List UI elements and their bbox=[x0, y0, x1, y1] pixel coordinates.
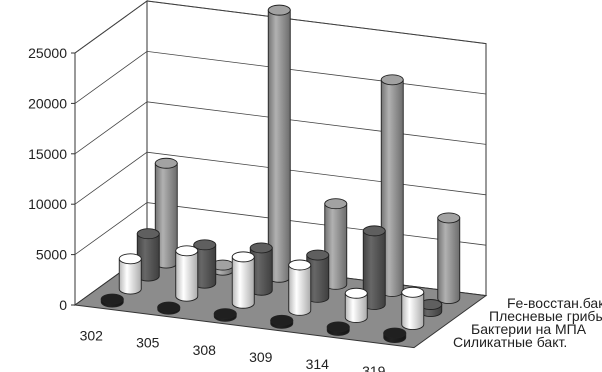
bar bbox=[157, 301, 181, 315]
bar bbox=[401, 286, 425, 330]
x-tick-label: 302 bbox=[80, 328, 104, 344]
bar bbox=[362, 225, 386, 310]
x-tick-label: 308 bbox=[193, 342, 217, 358]
bar-body bbox=[401, 291, 425, 330]
bar-top bbox=[193, 239, 217, 251]
bar bbox=[267, 4, 291, 283]
y-tick-label: 25000 bbox=[28, 45, 67, 61]
bar-body bbox=[267, 9, 291, 283]
bar-top bbox=[249, 242, 273, 254]
bar bbox=[213, 308, 237, 322]
bar bbox=[437, 212, 461, 304]
x-tick-label: 305 bbox=[136, 335, 160, 351]
series-label: Плесневые грибы bbox=[489, 308, 602, 324]
bar-body bbox=[344, 292, 368, 323]
bar bbox=[249, 242, 273, 296]
bar-top bbox=[267, 4, 291, 16]
bar bbox=[344, 287, 368, 323]
chart-bars bbox=[100, 4, 461, 343]
bar-top bbox=[175, 245, 199, 257]
bar-top bbox=[401, 286, 425, 298]
bar-body bbox=[175, 250, 199, 302]
x-tick-label: 314 bbox=[306, 356, 330, 372]
bar-top bbox=[326, 321, 350, 333]
bar bbox=[175, 245, 199, 302]
bar-top bbox=[100, 293, 124, 305]
chart-labels: 0 5000 10000 15000 20000 25000 302 305 308 309 314… bbox=[28, 45, 602, 372]
bar bbox=[288, 259, 312, 316]
bar-body bbox=[288, 264, 312, 316]
x-tick-label: 319 bbox=[362, 363, 386, 372]
bar-top bbox=[118, 253, 142, 265]
bar bbox=[324, 198, 348, 290]
y-tick-label: 15000 bbox=[28, 146, 67, 162]
bar-top bbox=[288, 259, 312, 271]
series-label: Бактерии на МПА bbox=[471, 321, 587, 337]
bar-top bbox=[154, 157, 178, 169]
bar-top bbox=[157, 301, 181, 313]
bar-top bbox=[324, 198, 348, 210]
gridline bbox=[74, 0, 487, 54]
bar bbox=[383, 327, 407, 343]
bar-top bbox=[306, 249, 330, 261]
y-tick-label: 0 bbox=[59, 297, 67, 313]
gridline bbox=[74, 50, 487, 104]
bar bbox=[118, 253, 142, 295]
bar bbox=[100, 293, 124, 308]
bar-top bbox=[383, 327, 407, 339]
y-tick-label: 5000 bbox=[36, 247, 67, 263]
bar-top bbox=[437, 212, 461, 224]
y-tick-label: 10000 bbox=[28, 196, 67, 212]
bar bbox=[270, 314, 294, 329]
bar-body bbox=[118, 258, 142, 295]
bar-body bbox=[437, 217, 461, 304]
bar bbox=[231, 251, 255, 309]
bar-top bbox=[213, 308, 237, 320]
bar-top bbox=[136, 228, 160, 240]
series-label: Силикатные бакт. bbox=[453, 334, 567, 350]
bar bbox=[419, 299, 443, 317]
bar-top bbox=[362, 225, 386, 237]
y-tick-label: 20000 bbox=[28, 95, 67, 111]
bar-top bbox=[380, 74, 404, 86]
bar bbox=[326, 321, 350, 336]
bar-top bbox=[231, 251, 255, 263]
bar-top bbox=[344, 287, 368, 299]
bar bbox=[380, 74, 404, 297]
series-label: Fe-восстан.бакт bbox=[507, 295, 602, 311]
x-tick-label: 309 bbox=[249, 349, 273, 365]
bar-top bbox=[270, 314, 294, 326]
gridline bbox=[74, 151, 487, 205]
bar bbox=[306, 249, 330, 303]
bar-body bbox=[231, 256, 255, 309]
gridline bbox=[74, 101, 487, 155]
